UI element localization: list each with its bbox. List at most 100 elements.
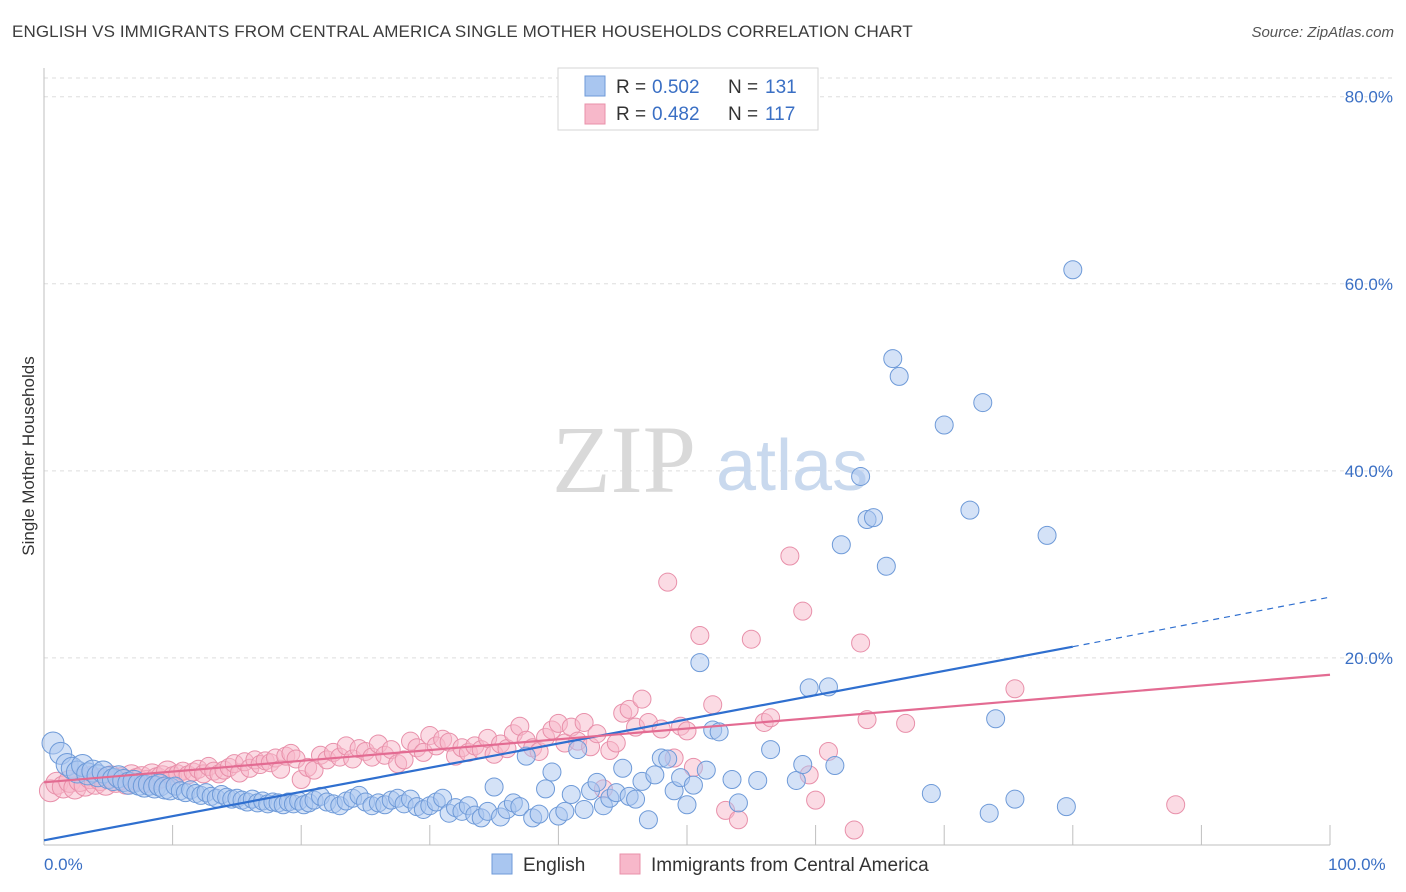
immigrants-point-121 (844, 820, 864, 840)
immigrants-point-122 (851, 633, 871, 653)
source-credit: Source: ZipAtlas.com (1251, 24, 1394, 41)
english-point-94 (587, 772, 607, 792)
immigrants-point-109 (690, 625, 710, 645)
bottom-legend-swatch-english (491, 853, 513, 875)
legend-r-value-1: 0.502 (652, 77, 700, 98)
legend-r-value-2: 0.482 (652, 104, 700, 125)
bottom-legend: English Immigrants from Central America (491, 853, 929, 876)
english-trend-extension (1072, 596, 1331, 648)
immigrants-point-94 (587, 724, 607, 744)
axes (43, 68, 1331, 846)
bottom-legend-english: English (523, 855, 585, 876)
immigrants-point-64 (394, 750, 414, 770)
immigrants-point-112 (728, 810, 748, 830)
immigrants-point-104 (658, 572, 678, 592)
english-point-129 (889, 366, 909, 386)
immigrants-point-92 (574, 712, 594, 732)
english-point-128 (883, 349, 903, 369)
legend-n-value-1: 131 (765, 77, 797, 98)
english-point-83 (516, 746, 536, 766)
y-tick-label-20: 20.0% (1345, 649, 1393, 668)
english-point-86 (536, 779, 556, 799)
immigrants-point-116 (780, 546, 800, 566)
y-axis-title: Single Mother Households (19, 356, 38, 555)
english-point-103 (645, 765, 665, 785)
legend-n-value-2: 117 (765, 104, 795, 125)
english-point-137 (1037, 525, 1057, 545)
english-point-116 (748, 770, 768, 790)
immigrants-point-117 (793, 601, 813, 621)
english-point-123 (831, 535, 851, 555)
english-point-136 (1005, 789, 1025, 809)
english-trend-line (43, 645, 1074, 842)
immigrants-point-101 (632, 689, 652, 709)
english-point-126 (863, 508, 883, 528)
x-tick-max: 100.0% (1328, 855, 1386, 874)
english-point-91 (568, 740, 588, 760)
english-point-82 (510, 797, 530, 817)
immigrants-point-124 (896, 713, 916, 733)
english-point-89 (555, 801, 575, 821)
english-point-105 (658, 749, 678, 769)
english-point-124 (851, 466, 871, 486)
bottom-legend-immigrants: Immigrants from Central America (651, 855, 929, 876)
x-tick-min: 0.0% (44, 855, 83, 874)
english-point-138 (1056, 797, 1076, 817)
watermark-zip: ZIP (552, 406, 696, 513)
immigrants-point-107 (677, 721, 697, 741)
english-point-85 (529, 804, 549, 824)
immigrants-point-97 (606, 733, 626, 753)
immigrants-point-126 (1166, 795, 1186, 815)
english-point-122 (825, 755, 845, 775)
english-point-133 (973, 393, 993, 413)
immigrants-point-113 (741, 629, 761, 649)
english-point-98 (613, 758, 633, 778)
immigrants-trend-line (43, 673, 1331, 784)
english-point-108 (677, 795, 697, 815)
english-point-115 (728, 793, 748, 813)
grid-lines (44, 77, 1392, 659)
english-point-102 (638, 810, 658, 830)
english-point-135 (986, 709, 1006, 729)
english-point-90 (561, 784, 581, 804)
english-point-139 (1063, 260, 1083, 280)
english-point-131 (934, 415, 954, 435)
legend-r-label-1: R = (616, 77, 646, 98)
legend-n-label-1: N = (728, 77, 758, 98)
immigrants-point-119 (806, 790, 826, 810)
english-point-109 (683, 775, 703, 795)
immigrants-point-125 (1005, 679, 1025, 699)
y-tick-label-60: 60.0% (1345, 275, 1393, 294)
english-point-119 (793, 755, 813, 775)
immigrants-point-110 (703, 695, 723, 715)
y-tick-labels: 20.0% 40.0% 60.0% 80.0% (1345, 88, 1393, 668)
bottom-legend-swatch-immigrants (619, 853, 641, 875)
y-tick-label-40: 40.0% (1345, 462, 1393, 481)
legend-n-label-2: N = (728, 104, 758, 125)
english-point-100 (626, 789, 646, 809)
immigrants-point-123 (857, 710, 877, 730)
english-point-134 (979, 803, 999, 823)
legend-r-label-2: R = (616, 104, 646, 125)
y-tick-label-80: 80.0% (1345, 88, 1393, 107)
immigrants-point-99 (619, 699, 639, 719)
english-point-127 (876, 556, 896, 576)
legend-swatch-english (584, 75, 606, 97)
chart-title: ENGLISH VS IMMIGRANTS FROM CENTRAL AMERI… (12, 22, 913, 41)
english-point-78 (484, 777, 504, 797)
immigrants-point-115 (761, 708, 781, 728)
trend-lines (43, 596, 1331, 842)
legend-box: R = 0.502 N = 131 R = 0.482 N = 117 (557, 67, 819, 131)
english-point-87 (542, 762, 562, 782)
english-point-132 (960, 500, 980, 520)
english-point-117 (761, 740, 781, 760)
english-point-92 (574, 799, 594, 819)
watermark-atlas: atlas (716, 426, 868, 506)
legend-swatch-immigrants (584, 103, 606, 125)
english-point-114 (722, 770, 742, 790)
english-point-130 (921, 784, 941, 804)
english-point-118 (786, 770, 806, 790)
english-point-111 (696, 760, 716, 780)
english-point-110 (690, 653, 710, 673)
